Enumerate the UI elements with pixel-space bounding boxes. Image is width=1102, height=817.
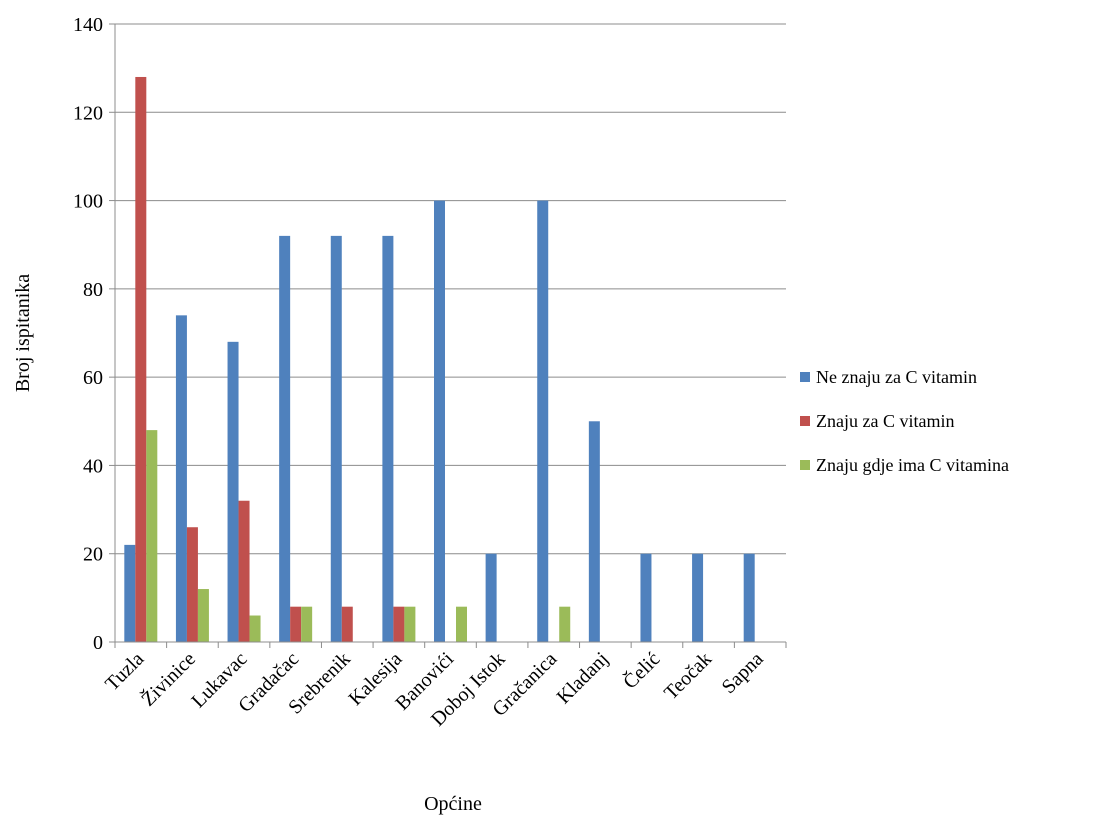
bar: [588, 421, 600, 642]
bar: [456, 606, 467, 642]
y-tick-label: 20: [83, 544, 103, 566]
bar: [279, 235, 291, 642]
y-axis-title: Broj ispitanika: [12, 274, 34, 392]
y-tick-label: 100: [73, 191, 103, 213]
x-tick-label: Tuzla: [101, 648, 148, 695]
bar: [404, 606, 416, 642]
bar: [197, 589, 209, 642]
bar: [175, 315, 187, 642]
bar: [227, 341, 239, 642]
y-tick-label: 0: [93, 632, 103, 654]
bar: [341, 606, 353, 642]
bar: [124, 544, 136, 642]
bar: [434, 200, 445, 643]
bar: [485, 553, 497, 642]
x-axis-title: Općine: [424, 793, 482, 815]
legend-label: Znaju za C vitamin: [816, 410, 955, 431]
bar: [382, 235, 394, 642]
x-tick-label: Kladanj: [553, 648, 613, 708]
legend-item: Znaju za C vitamin: [800, 410, 1009, 432]
bar: [330, 235, 342, 642]
x-tick-label: Čelić: [618, 646, 665, 693]
bar: [135, 76, 147, 642]
legend-swatch: [800, 460, 810, 470]
bar: [559, 606, 571, 642]
legend-item: Ne znaju za C vitamin: [800, 366, 1009, 388]
y-tick-label: 40: [83, 455, 103, 477]
x-tick-label: Teočak: [660, 648, 716, 704]
bar: [640, 553, 652, 642]
bar: [692, 553, 704, 642]
legend-swatch: [800, 416, 810, 426]
bar: [146, 430, 158, 642]
legend-label: Ne znaju za C vitamin: [816, 366, 977, 387]
bar: [393, 606, 405, 642]
bar: [537, 200, 549, 643]
axes: [109, 23, 787, 648]
x-tick-labels: TuzlaŽiviniceLukavacGradačacSrebrenikKal…: [101, 646, 768, 730]
y-tick-label: 140: [73, 14, 103, 36]
bar: [238, 500, 250, 642]
y-tick-label: 60: [83, 367, 103, 389]
legend-label: Znaju gdje ima C vitamina: [816, 454, 1009, 475]
x-tick-label: Sapna: [718, 648, 768, 698]
bar: [290, 606, 302, 642]
y-tick-labels: 0 20 40 60 80 100 120 140: [73, 14, 103, 654]
legend: Ne znaju za C vitamin Znaju za C vitamin Z…: [800, 366, 1009, 498]
bars: [124, 76, 755, 643]
bar: [743, 553, 755, 642]
y-tick-label: 80: [83, 279, 103, 301]
y-tick-label: 120: [73, 102, 103, 124]
legend-swatch: [800, 372, 810, 382]
bar: [301, 606, 313, 642]
bar: [249, 615, 261, 642]
bar: [186, 527, 198, 642]
gridlines: [115, 23, 786, 555]
legend-item: Znaju gdje ima C vitamina: [800, 454, 1009, 476]
